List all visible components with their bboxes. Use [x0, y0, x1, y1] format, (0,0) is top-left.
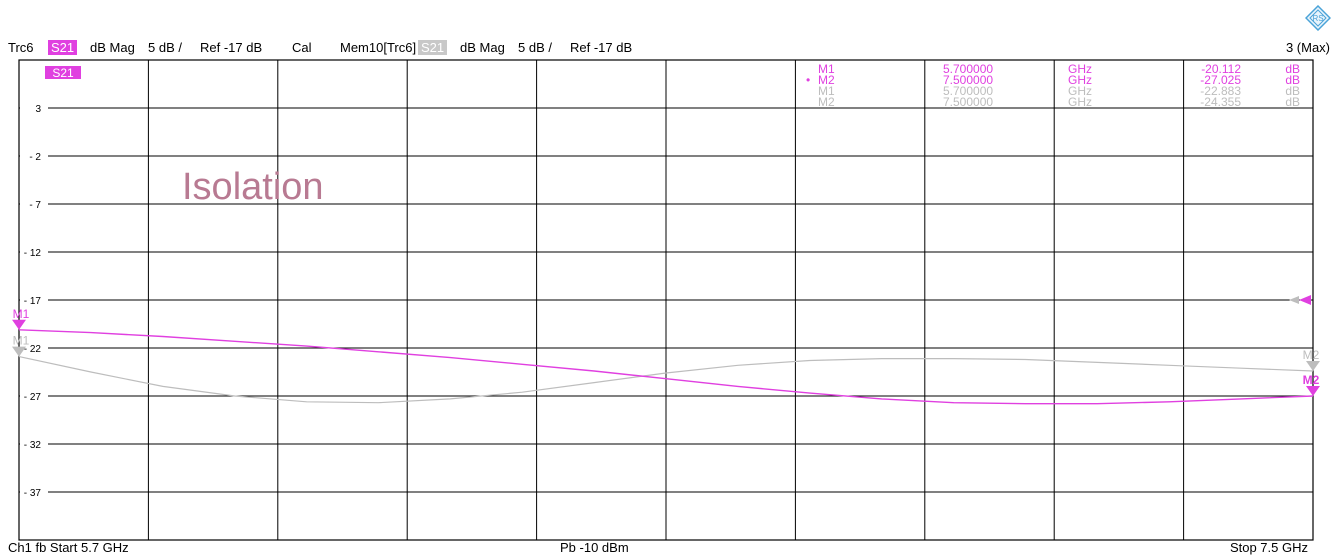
tick-label-background: [20, 342, 48, 353]
channel-footer: Ch1 fb Start 5.7 GHz Pb -10 dBm Stop 7.5…: [0, 540, 1338, 558]
trace-label: S21: [52, 66, 74, 80]
y-tick-label: - 27: [24, 392, 42, 403]
tick-label-background: [20, 102, 48, 113]
trace-ref[interactable]: Ref -17 dB: [200, 40, 263, 55]
memory-trace-name[interactable]: Mem10[Trc6]: [340, 40, 417, 55]
marker-table-value: -27.025: [1200, 73, 1241, 87]
marker-table-name: M1: [818, 84, 835, 98]
marker-table-frequency: 5.700000: [943, 84, 993, 98]
cal-indicator: Cal: [292, 40, 312, 55]
rohde-schwarz-logo-icon: RS: [1305, 5, 1331, 31]
memory-ref[interactable]: Ref -17 dB: [570, 40, 633, 55]
marker-table-frequency: 7.500000: [943, 95, 993, 109]
isolation-annotation: Isolation: [182, 166, 324, 208]
marker-label: M1: [13, 334, 30, 348]
marker-triangle: [1306, 361, 1320, 372]
trace-label-badge: [45, 66, 81, 79]
max-indicator: 3 (Max): [1285, 40, 1330, 55]
tick-label-background: [20, 294, 48, 305]
svg-text:RS: RS: [1312, 14, 1323, 23]
marker-table-active-dot: •: [806, 73, 810, 87]
y-tick-label: 3: [35, 104, 41, 115]
tick-label-background: [20, 150, 48, 161]
marker-table-value: -20.112: [1201, 62, 1241, 76]
tick-label-background: [20, 390, 48, 401]
tick-label-background: [20, 486, 48, 497]
marker-triangle: [1306, 386, 1320, 396]
marker-table-value: -22.883: [1200, 84, 1241, 98]
trace-format[interactable]: dB Mag: [90, 40, 135, 55]
marker-label: M2: [1303, 348, 1320, 362]
marker-table-frequency-unit: GHz: [1068, 95, 1092, 109]
marker-table-frequency-unit: GHz: [1068, 62, 1092, 76]
marker-triangle: [12, 346, 26, 357]
marker-table-frequency: 7.500000: [943, 73, 993, 87]
marker-table-frequency: 5.700000: [943, 62, 993, 76]
trace-scale[interactable]: 5 dB /: [148, 40, 182, 55]
marker-table-name: M2: [818, 73, 835, 87]
trace-header: Trc6 S21 dB Mag 5 dB / Ref -17 dB Cal Me…: [0, 40, 1338, 60]
marker-label: M1: [13, 307, 30, 321]
y-tick-label: - 7: [29, 200, 41, 211]
ref-level-arrow-memory: [1289, 296, 1299, 304]
y-tick-label: - 17: [24, 296, 42, 307]
marker-label: M2: [1303, 373, 1320, 387]
s21-trace-line: [18, 329, 1314, 405]
memory-format[interactable]: dB Mag: [460, 40, 505, 55]
y-tick-label: - 22: [24, 344, 42, 355]
y-tick-label: - 12: [24, 248, 42, 259]
stop-frequency[interactable]: Stop 7.5 GHz: [1229, 540, 1308, 555]
memory-scale[interactable]: 5 dB /: [518, 40, 552, 55]
power-level[interactable]: Pb -10 dBm: [560, 540, 629, 555]
marker-table-frequency-unit: GHz: [1068, 73, 1092, 87]
marker-table-value-unit: dB: [1285, 73, 1300, 87]
start-frequency[interactable]: Ch1 fb Start 5.7 GHz: [8, 540, 129, 555]
marker-table-name: M1: [818, 62, 835, 76]
ref-level-arrow-trace: [1299, 295, 1311, 305]
marker-table-name: M2: [818, 95, 835, 109]
marker-table-value: -24.355: [1200, 95, 1241, 109]
marker-table-value-unit: dB: [1285, 62, 1300, 76]
marker-table-frequency-unit: GHz: [1068, 84, 1092, 98]
y-tick-label: - 37: [24, 488, 42, 499]
marker-triangle: [12, 319, 26, 330]
tick-label-background: [20, 198, 48, 209]
marker-table-value-unit: dB: [1285, 84, 1300, 98]
y-tick-label: - 32: [24, 440, 42, 451]
memory-param-badge[interactable]: S21: [418, 40, 448, 55]
tick-label-background: [20, 438, 48, 449]
tick-label-background: [20, 246, 48, 257]
trace-param-badge[interactable]: S21: [48, 40, 78, 55]
y-tick-label: - 2: [29, 152, 41, 163]
memory-trace-line: [18, 356, 1314, 404]
trace-name[interactable]: Trc6: [8, 40, 34, 55]
marker-table-value-unit: dB: [1285, 95, 1300, 109]
